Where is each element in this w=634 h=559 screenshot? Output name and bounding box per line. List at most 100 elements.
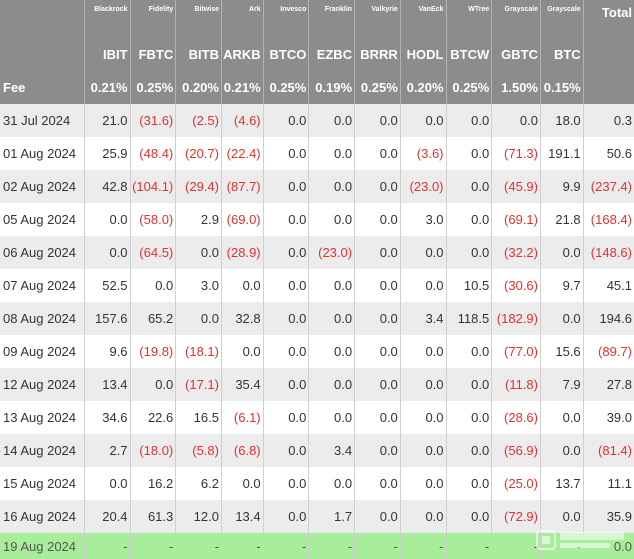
flow-cell-btcw: 0.0: [445, 104, 492, 137]
fee-label: Fee: [0, 71, 85, 104]
fee-gbtc: 1.50%: [491, 71, 541, 104]
flow-cell-fbtc: (31.6): [129, 104, 176, 137]
flow-cell-ibit: 0.0: [83, 203, 131, 236]
ticker-brrr: BRRR: [354, 37, 401, 71]
farside-watermark-logo: [536, 530, 624, 550]
flow-cell-gbtc: 0.0: [491, 104, 541, 137]
flow-cell-btc: 9.7: [540, 269, 584, 302]
date-cell: 08 Aug 2024: [0, 302, 85, 335]
issuer-franklin: Franklin: [308, 0, 355, 37]
flow-cell-ibit: 52.5: [83, 269, 131, 302]
flow-cell-btco: 0.0: [262, 236, 309, 269]
flow-cell-btc: 0.0: [540, 434, 584, 467]
table-row: 14 Aug 2024 2.7 (18.0) (5.8) (6.8) 0.0 3.4 0.0 0…: [0, 434, 634, 467]
flow-cell-gbtc: (28.6): [491, 401, 541, 434]
flow-cell-hodl: 0.0: [399, 368, 447, 401]
flow-cell-gbtc: (11.8): [491, 368, 541, 401]
flow-cell-bitb: 12.0: [175, 500, 222, 533]
flow-cell-btc: 9.9: [540, 170, 584, 203]
flow-cell-gbtc: (71.3): [491, 137, 541, 170]
flow-cell-btcw: 0.0: [445, 335, 492, 368]
issuer-bitwise: Bitwise: [175, 0, 222, 37]
flow-cell-bitb: (18.1): [175, 335, 222, 368]
total-cell: 39.0: [582, 401, 634, 434]
flow-cell-btc: 7.9: [540, 368, 584, 401]
flow-cell-arkb: -: [220, 533, 264, 559]
flow-cell-fbtc: -: [129, 533, 176, 559]
flow-cell-btco: 0.0: [262, 335, 309, 368]
flow-cell-ibit: 157.6: [83, 302, 131, 335]
date-cell: 06 Aug 2024: [0, 236, 85, 269]
flow-cell-hodl: 0.0: [399, 269, 447, 302]
total-cell: (168.4): [582, 203, 634, 236]
flow-cell-btc: 0.0: [540, 302, 584, 335]
flow-cell-arkb: (28.9): [220, 236, 264, 269]
flow-cell-fbtc: 0.0: [129, 269, 176, 302]
flow-cell-arkb: 0.0: [220, 269, 264, 302]
fee-row: Fee 0.21% 0.25% 0.20% 0.21% 0.25% 0.19% …: [0, 71, 634, 104]
date-cell: 12 Aug 2024: [0, 368, 85, 401]
flow-cell-gbtc: (72.9): [491, 500, 541, 533]
flow-cell-btcw: 10.5: [445, 269, 492, 302]
flow-cell-arkb: 35.4: [220, 368, 264, 401]
ticker-hodl: HODL: [399, 37, 447, 71]
flow-cell-hodl: 3.4: [399, 302, 447, 335]
ticker-ezbc: EZBC: [308, 37, 355, 71]
flow-cell-hodl: 0.0: [399, 500, 447, 533]
flow-cell-btcw: 0.0: [445, 368, 492, 401]
flow-cell-btco: 0.0: [262, 401, 309, 434]
flow-cell-btc: 0.0: [540, 500, 584, 533]
table-row: 13 Aug 2024 34.6 22.6 16.5 (6.1) 0.0 0.0 0.0 0.0…: [0, 401, 634, 434]
flow-cell-brrr: 0.0: [354, 467, 401, 500]
date-cell: 16 Aug 2024: [0, 500, 85, 533]
flow-cell-fbtc: (19.8): [129, 335, 176, 368]
table-row: 07 Aug 2024 52.5 0.0 3.0 0.0 0.0 0.0 0.0 0.0 10.5…: [0, 269, 634, 302]
flow-cell-bitb: 16.5: [175, 401, 222, 434]
flow-cell-brrr: 0.0: [354, 104, 401, 137]
flow-cell-brrr: 0.0: [354, 335, 401, 368]
flow-cell-arkb: (6.1): [220, 401, 264, 434]
flow-cell-bitb: 3.0: [175, 269, 222, 302]
flow-cell-ezbc: 1.7: [308, 500, 355, 533]
flow-cell-ezbc: 0.0: [308, 170, 355, 203]
total-cell: 27.8: [582, 368, 634, 401]
flow-cell-fbtc: (58.0): [129, 203, 176, 236]
flow-cell-fbtc: (104.1): [129, 170, 176, 203]
flow-cell-fbtc: 65.2: [129, 302, 176, 335]
flow-cell-btco: 0.0: [262, 467, 309, 500]
fee-btc: 0.15%: [540, 71, 584, 104]
flow-cell-bitb: (20.7): [175, 137, 222, 170]
fee-brrr: 0.25%: [354, 71, 401, 104]
total-cell: 0.3: [582, 104, 634, 137]
flow-cell-gbtc: (45.9): [491, 170, 541, 203]
flow-cell-btcw: 118.5: [445, 302, 492, 335]
flow-cell-hodl: 3.0: [399, 203, 447, 236]
flow-cell-fbtc: 16.2: [129, 467, 176, 500]
table-row: 16 Aug 2024 20.4 61.3 12.0 13.4 0.0 1.7 0.0 0.0 0…: [0, 500, 634, 533]
flow-cell-bitb: (17.1): [175, 368, 222, 401]
flow-cell-arkb: 32.8: [220, 302, 264, 335]
issuer-blackrock: Blackrock: [83, 0, 131, 37]
flow-cell-ezbc: 0.0: [308, 467, 355, 500]
flow-cell-arkb: (4.6): [220, 104, 264, 137]
issuer-wtree: WTree: [445, 0, 492, 37]
flow-cell-hodl: (3.6): [399, 137, 447, 170]
issuer-grayscale-gbtc: Grayscale: [491, 0, 541, 37]
flow-cell-ezbc: -: [308, 533, 355, 559]
table-row: 02 Aug 2024 42.8 (104.1) (29.4) (87.7) 0.0 0.0…: [0, 170, 634, 203]
flow-cell-btcw: 0.0: [445, 170, 492, 203]
fee-btco: 0.25%: [262, 71, 309, 104]
total-cell: (81.4): [582, 434, 634, 467]
issuer-grayscale-btc: Grayscale: [540, 0, 584, 37]
flow-cell-ibit: 2.7: [83, 434, 131, 467]
flow-cell-ezbc: 0.0: [308, 302, 355, 335]
total-header: Total: [582, 0, 634, 37]
flow-cell-arkb: (69.0): [220, 203, 264, 236]
flow-cell-hodl: 0.0: [399, 335, 447, 368]
flow-cell-btcw: 0.0: [445, 500, 492, 533]
flow-cell-btco: 0.0: [262, 137, 309, 170]
total-cell: 45.1: [582, 269, 634, 302]
flow-cell-ezbc: 0.0: [308, 269, 355, 302]
flow-cell-ibit: 9.6: [83, 335, 131, 368]
flow-cell-hodl: 0.0: [399, 236, 447, 269]
